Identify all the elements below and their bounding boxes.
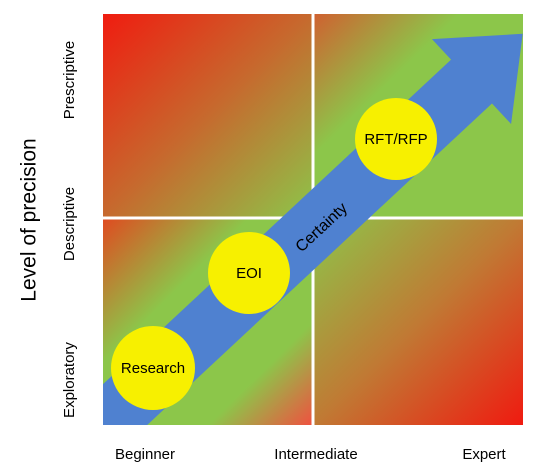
stage-label: EOI [236, 265, 262, 282]
x-level: Intermediate [274, 446, 357, 462]
stage-circle [208, 232, 290, 314]
x-level: Beginner [115, 446, 175, 462]
stage-label: RFT/RFP [364, 131, 427, 148]
stage: EOI [208, 232, 290, 314]
y-axis-label: Level of precision [18, 138, 41, 301]
quadrant [103, 14, 313, 218]
quadrant [313, 218, 523, 425]
stage-label: Research [121, 360, 185, 377]
y-level: Descriptive [61, 187, 78, 261]
x-level: Expert [462, 446, 506, 462]
stage: Research [111, 326, 195, 410]
stage: RFT/RFP [355, 98, 437, 180]
y-level: Exploratory [61, 342, 78, 418]
stage-circle [355, 98, 437, 180]
y-level: Prescriptive [61, 41, 78, 119]
stage-circle [111, 326, 195, 410]
